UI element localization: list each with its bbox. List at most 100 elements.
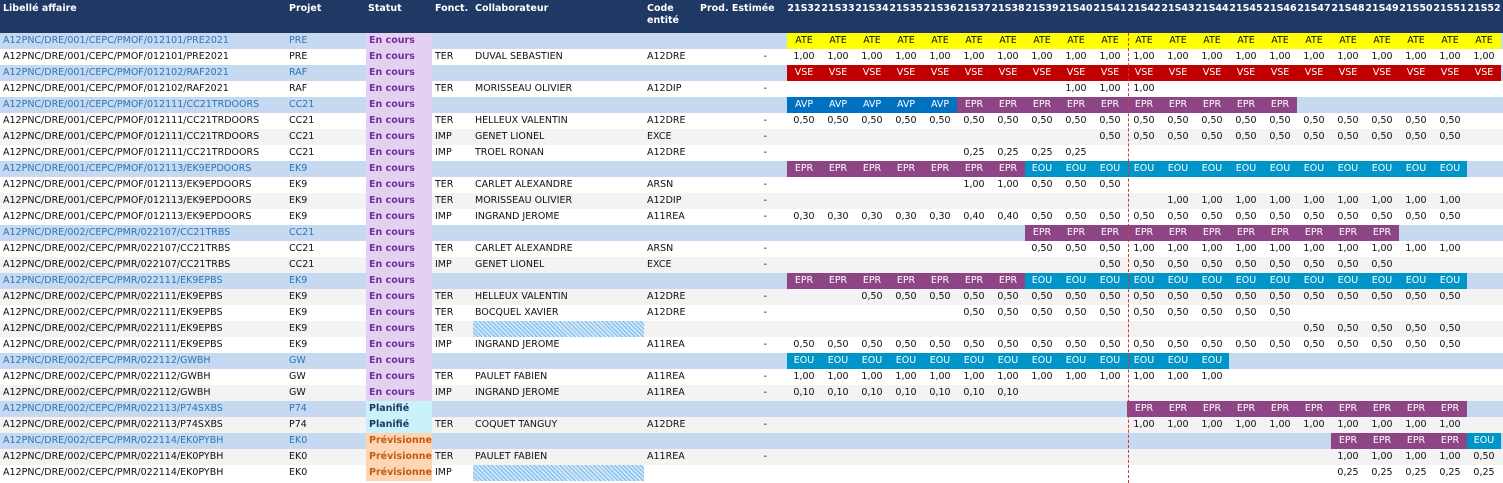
phase-tag-eou[interactable]: EOU xyxy=(1195,273,1229,289)
phase-tag-vse[interactable]: VSE xyxy=(1093,65,1127,81)
load-value[interactable]: 1,00 xyxy=(1473,51,1495,62)
staff-row[interactable]: A12PNC/DRE/002/CEPC/PMR/022107/CC21TRBS C… xyxy=(0,241,1503,257)
status-badge[interactable]: Planifié xyxy=(366,401,432,417)
projet-cell[interactable]: P74 xyxy=(289,403,307,414)
collaborateur-cell[interactable]: PAULET FABIEN xyxy=(475,371,548,382)
load-value[interactable]: 0,50 xyxy=(1201,291,1223,302)
load-value[interactable]: 0,10 xyxy=(793,387,815,398)
staff-row[interactable]: A12PNC/DRE/001/CEPC/PMOF/012111/CC21TRDO… xyxy=(0,113,1503,129)
projet-cell[interactable]: EK9 xyxy=(289,179,308,190)
phase-tag-vse[interactable]: VSE xyxy=(1331,65,1365,81)
phase-tag-epr[interactable]: EPR xyxy=(1161,225,1195,241)
phase-tag-epr[interactable]: EPR xyxy=(991,161,1025,177)
phase-tag-eou[interactable]: EOU xyxy=(1467,433,1501,449)
collaborateur-cell[interactable]: COQUET TANGUY xyxy=(475,419,558,430)
load-value[interactable]: 0,30 xyxy=(861,211,883,222)
collaborateur-cell[interactable]: TROEL RONAN xyxy=(475,147,544,158)
load-value[interactable]: 1,00 xyxy=(861,371,883,382)
code-entite-cell[interactable]: A12DRE xyxy=(647,419,686,430)
libelle-cell[interactable]: A12PNC/DRE/001/CEPC/PMOF/012113/EK9EPDOO… xyxy=(3,179,252,190)
phase-tag-epr[interactable]: EPR xyxy=(1195,225,1229,241)
week-header-21s36[interactable]: 21S36 xyxy=(923,3,957,14)
projet-cell[interactable]: EK0 xyxy=(289,451,308,462)
header-libelle[interactable]: Libellé affaire xyxy=(3,3,77,14)
phase-tag-eou[interactable]: EOU xyxy=(1127,273,1161,289)
load-value[interactable]: 0,50 xyxy=(1371,131,1393,142)
phase-tag-eou[interactable]: EOU xyxy=(1093,161,1127,177)
load-value[interactable]: 0,50 xyxy=(1371,115,1393,126)
libelle-cell[interactable]: A12PNC/DRE/002/CEPC/PMR/022113/P74SXBS xyxy=(3,419,223,430)
prod-estimee-cell[interactable]: - xyxy=(763,371,767,382)
load-value[interactable]: 1,00 xyxy=(1337,243,1359,254)
load-value[interactable]: 0,50 xyxy=(929,115,951,126)
load-value[interactable]: 0,50 xyxy=(1303,131,1325,142)
week-header-21s33[interactable]: 21S33 xyxy=(821,3,855,14)
load-value[interactable]: 1,00 xyxy=(1371,451,1393,462)
phase-tag-epr[interactable]: EPR xyxy=(1331,225,1365,241)
phase-tag-eou[interactable]: EOU xyxy=(1433,273,1467,289)
load-value[interactable]: 0,50 xyxy=(1031,243,1053,254)
phase-tag-eou[interactable]: EOU xyxy=(1399,273,1433,289)
fonction-cell[interactable]: TER xyxy=(435,115,454,126)
load-value[interactable]: 0,50 xyxy=(1065,243,1087,254)
projet-cell[interactable]: PRE xyxy=(289,35,308,46)
load-value[interactable]: 0,50 xyxy=(1371,323,1393,334)
load-value[interactable]: 0,50 xyxy=(1065,211,1087,222)
load-value[interactable]: 0,50 xyxy=(1133,307,1155,318)
phase-tag-ate[interactable]: ATE xyxy=(1467,33,1501,49)
phase-tag-epr[interactable]: EPR xyxy=(1127,97,1161,113)
load-value[interactable]: 0,50 xyxy=(1133,115,1155,126)
load-value[interactable]: 0,50 xyxy=(1099,307,1121,318)
load-value[interactable]: 0,50 xyxy=(1235,211,1257,222)
load-value[interactable]: 0,25 xyxy=(1439,467,1461,478)
phase-tag-epr[interactable]: EPR xyxy=(1433,433,1467,449)
week-header-21s52[interactable]: 21S52 xyxy=(1467,3,1501,14)
load-value[interactable]: 1,00 xyxy=(895,51,917,62)
libelle-cell[interactable]: A12PNC/DRE/002/CEPC/PMR/022112/GWBH xyxy=(3,387,211,398)
load-value[interactable]: 1,00 xyxy=(997,179,1019,190)
phase-tag-vse[interactable]: VSE xyxy=(821,65,855,81)
load-value[interactable]: 1,00 xyxy=(827,51,849,62)
load-value[interactable]: 0,50 xyxy=(895,339,917,350)
load-value[interactable]: 0,10 xyxy=(827,387,849,398)
project-row[interactable]: A12PNC/DRE/002/CEPC/PMR/022112/GWBH GW En … xyxy=(0,353,1503,369)
load-value[interactable]: 0,50 xyxy=(1439,211,1461,222)
projet-cell[interactable]: GW xyxy=(289,355,306,366)
phase-tag-avp[interactable]: AVP xyxy=(923,97,957,113)
load-value[interactable]: 0,50 xyxy=(1303,323,1325,334)
load-value[interactable]: 0,25 xyxy=(963,147,985,158)
status-badge[interactable]: Prévisionnel xyxy=(366,433,432,449)
load-value[interactable]: 0,10 xyxy=(895,387,917,398)
phase-tag-vse[interactable]: VSE xyxy=(923,65,957,81)
load-value[interactable]: 1,00 xyxy=(827,371,849,382)
week-header-21s44[interactable]: 21S44 xyxy=(1195,3,1229,14)
phase-tag-ate[interactable]: ATE xyxy=(787,33,821,49)
phase-tag-vse[interactable]: VSE xyxy=(1161,65,1195,81)
week-header-21s32[interactable]: 21S32 xyxy=(787,3,821,14)
projet-cell[interactable]: GW xyxy=(289,371,306,382)
week-header-21s50[interactable]: 21S50 xyxy=(1399,3,1433,14)
phase-tag-epr[interactable]: EPR xyxy=(1025,97,1059,113)
prod-estimee-cell[interactable]: - xyxy=(763,83,767,94)
week-header-21s41[interactable]: 21S41 xyxy=(1093,3,1127,14)
load-value[interactable]: 1,00 xyxy=(1303,51,1325,62)
phase-tag-eou[interactable]: EOU xyxy=(1025,273,1059,289)
phase-tag-eou[interactable]: EOU xyxy=(1263,273,1297,289)
phase-tag-ate[interactable]: ATE xyxy=(1161,33,1195,49)
load-value[interactable]: 0,10 xyxy=(929,387,951,398)
phase-tag-vse[interactable]: VSE xyxy=(1127,65,1161,81)
libelle-cell[interactable]: A12PNC/DRE/001/CEPC/PMOF/012101/PRE2021 xyxy=(3,51,229,62)
prod-estimee-cell[interactable]: - xyxy=(763,195,767,206)
phase-tag-ate[interactable]: ATE xyxy=(1059,33,1093,49)
code-entite-cell[interactable]: EXCE xyxy=(647,259,672,270)
code-entite-cell[interactable]: A11REA xyxy=(647,211,685,222)
load-value[interactable]: 0,50 xyxy=(1031,211,1053,222)
load-value[interactable]: 0,50 xyxy=(1269,307,1291,318)
status-badge[interactable]: En cours xyxy=(366,145,432,161)
load-value[interactable]: 1,00 xyxy=(1167,51,1189,62)
phase-tag-vse[interactable]: VSE xyxy=(1297,65,1331,81)
load-value[interactable]: 0,30 xyxy=(895,211,917,222)
load-value[interactable]: 0,50 xyxy=(1065,179,1087,190)
load-value[interactable]: 0,50 xyxy=(1235,259,1257,270)
load-value[interactable]: 0,25 xyxy=(1405,467,1427,478)
